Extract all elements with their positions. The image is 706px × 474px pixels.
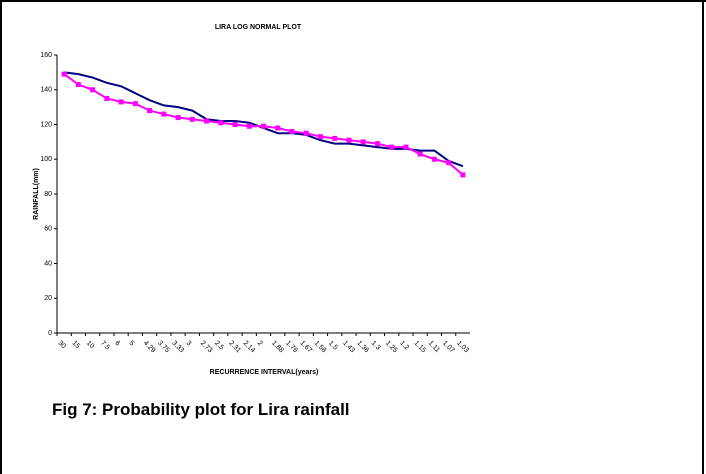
- x-tick-label: 2.31: [227, 340, 242, 355]
- marker: [460, 172, 466, 178]
- marker: [61, 71, 67, 77]
- border: [0, 0, 706, 2]
- marker: [346, 137, 352, 143]
- marker: [75, 82, 81, 88]
- x-tick-label: 2: [256, 340, 264, 348]
- marker: [161, 111, 167, 117]
- x-tick-label: 7.5: [99, 340, 111, 352]
- x-tick-label: 30: [56, 340, 67, 351]
- y-tick-label: 40: [44, 260, 52, 267]
- x-tick-label: 1.11: [427, 340, 441, 354]
- y-axis-label: RAINFALL(mm): [33, 168, 40, 220]
- marker: [389, 144, 395, 150]
- marker: [246, 123, 252, 129]
- y-tick-label: 80: [44, 191, 52, 198]
- y-tick-label: 20: [44, 295, 52, 302]
- marker: [132, 101, 138, 107]
- marker: [218, 120, 224, 126]
- x-tick-label: 1.58: [313, 340, 328, 355]
- marker: [90, 87, 96, 93]
- x-tick-label: 2.5: [213, 340, 225, 352]
- x-tick-label: 5: [128, 340, 136, 348]
- marker: [189, 116, 195, 122]
- x-tick-label: 6: [113, 340, 121, 348]
- x-tick-label: 3: [185, 340, 193, 348]
- x-tick-label: 2.14: [242, 340, 257, 355]
- y-tick-label: 0: [48, 330, 52, 337]
- marker: [104, 95, 110, 101]
- marker: [175, 115, 181, 121]
- y-tick-label: 100: [40, 156, 52, 163]
- x-tick-label: 10: [85, 340, 96, 351]
- x-tick-label: 1.67: [299, 340, 314, 355]
- x-tick-label: 1.3: [370, 340, 382, 352]
- x-tick-label: 15: [71, 340, 82, 351]
- marker: [204, 118, 210, 124]
- y-tick-label: 160: [40, 52, 52, 59]
- marker: [261, 123, 266, 129]
- x-tick-label: 3.33: [170, 340, 185, 355]
- marker: [374, 141, 380, 147]
- x-tick-label: 1.5: [327, 340, 339, 352]
- y-tick-label: 120: [40, 121, 52, 128]
- marker: [317, 134, 323, 140]
- marker: [446, 160, 452, 166]
- marker: [275, 125, 281, 131]
- x-tick-label: 1.03: [455, 340, 470, 355]
- x-tick-label: 3.75: [156, 340, 171, 355]
- x-tick-label: 1.36: [355, 340, 370, 355]
- x-tick-label: 4.29: [142, 340, 157, 355]
- x-tick-label: 2.73: [199, 340, 214, 355]
- border: [0, 0, 2, 474]
- chart-title: LIRA LOG NORMAL PLOT: [215, 24, 302, 31]
- border: [702, 0, 704, 474]
- x-tick-label: 1.15: [412, 340, 427, 355]
- marker: [360, 139, 366, 145]
- marker: [417, 151, 423, 157]
- x-tick-label: 1.07: [441, 340, 456, 355]
- y-tick-label: 60: [44, 226, 52, 233]
- caption: Fig 7: Probability plot for Lira rainfal…: [52, 400, 350, 419]
- y-tick-label: 140: [40, 87, 52, 94]
- x-tick-label: 1.43: [341, 340, 356, 355]
- marker: [303, 130, 309, 136]
- x-tick-label: 1.88: [270, 340, 285, 355]
- x-axis-label: RECURRENCE INTERVAL(years): [210, 369, 319, 376]
- marker: [118, 99, 124, 105]
- x-tick-label: 1.76: [284, 340, 299, 355]
- x-tick-label: 1.2: [398, 340, 410, 352]
- marker: [332, 135, 338, 141]
- marker: [289, 128, 295, 134]
- marker: [431, 156, 437, 162]
- marker: [147, 108, 153, 114]
- chart: LIRA LOG NORMAL PLOT RAINFALL(mm) RECURR…: [33, 24, 470, 376]
- marker: [232, 122, 238, 127]
- series-line: [63, 71, 464, 168]
- marker: [403, 144, 409, 150]
- x-tick-label: 1.25: [384, 340, 399, 355]
